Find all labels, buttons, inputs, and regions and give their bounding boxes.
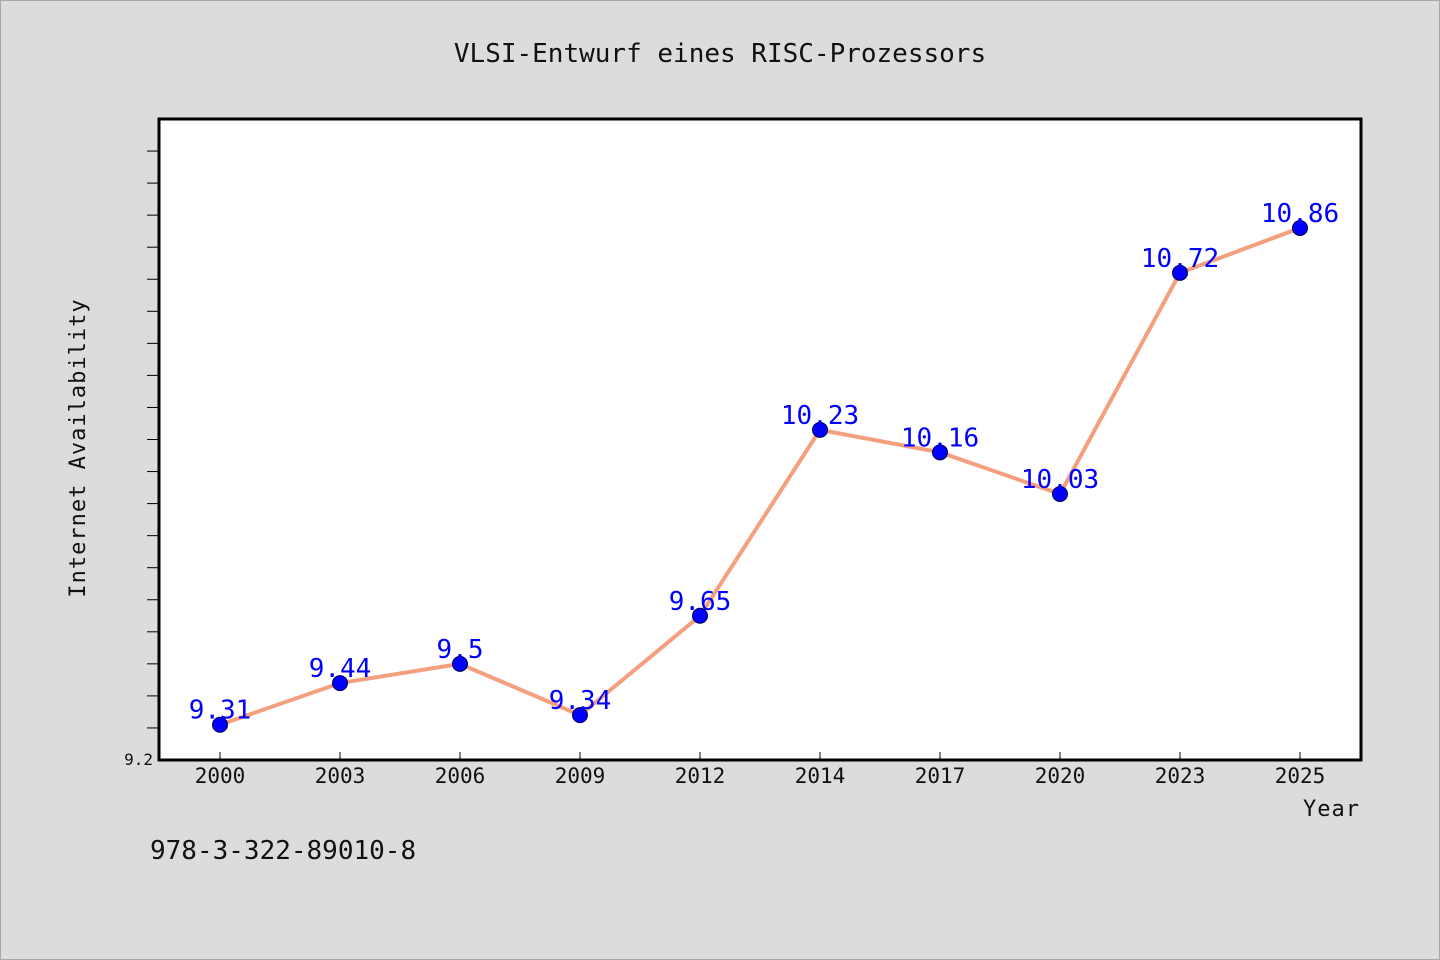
y-axis: 9.2 bbox=[124, 150, 159, 769]
data-label: 9.5 bbox=[437, 635, 484, 665]
x-tick-label: 2014 bbox=[795, 764, 846, 788]
y-axis-label: Internet Availability bbox=[66, 298, 91, 597]
data-point bbox=[692, 607, 708, 624]
data-point bbox=[1172, 264, 1188, 281]
data-point bbox=[332, 675, 348, 692]
series-line-group bbox=[218, 225, 1302, 727]
data-label: 10.03 bbox=[1021, 465, 1099, 495]
data-label: 10.72 bbox=[1141, 244, 1219, 274]
x-tick-label: 2012 bbox=[675, 764, 726, 788]
data-label: 9.34 bbox=[549, 686, 612, 716]
data-point bbox=[572, 707, 588, 724]
x-tick-label: 2003 bbox=[315, 764, 366, 788]
data-label: 10.86 bbox=[1261, 199, 1339, 229]
data-label: 9.31 bbox=[189, 696, 252, 726]
marker-group bbox=[212, 219, 1308, 733]
x-tick-label: 2017 bbox=[915, 764, 966, 788]
chart-title: VLSI-Entwurf eines RISC-Prozessors bbox=[454, 39, 986, 69]
data-label: 9.65 bbox=[669, 587, 732, 617]
data-point bbox=[1052, 485, 1068, 502]
x-axis-label: Year bbox=[1303, 797, 1360, 822]
x-tick-label: 2023 bbox=[1155, 764, 1206, 788]
x-axis: 2000 2003 2006 2009 2012 2014 2017 2020 2023 2025 bbox=[195, 752, 1326, 788]
x-tick-label: 2006 bbox=[435, 764, 486, 788]
x-tick-label: 2025 bbox=[1275, 764, 1326, 788]
data-point bbox=[212, 716, 228, 733]
data-point bbox=[1292, 219, 1308, 236]
isbn-caption: 978-3-322-89010-8 bbox=[150, 836, 417, 866]
data-label: 9.44 bbox=[309, 654, 372, 684]
data-label: 10.16 bbox=[901, 423, 979, 453]
data-point bbox=[932, 444, 948, 461]
data-label-group: 9.31 9.44 9.5 9.34 9.65 10.23 10.16 10.03 10.72 1… bbox=[189, 199, 1339, 726]
x-tick-label: 2020 bbox=[1035, 764, 1086, 788]
data-point bbox=[812, 421, 828, 438]
x-tick-label: 2000 bbox=[195, 764, 246, 788]
series-line bbox=[218, 225, 1302, 727]
x-tick-label: 2009 bbox=[555, 764, 606, 788]
data-label: 10.23 bbox=[781, 401, 859, 431]
plot-area bbox=[157, 117, 1363, 762]
data-point bbox=[452, 655, 468, 672]
y-tick-label: 9.2 bbox=[124, 750, 153, 769]
